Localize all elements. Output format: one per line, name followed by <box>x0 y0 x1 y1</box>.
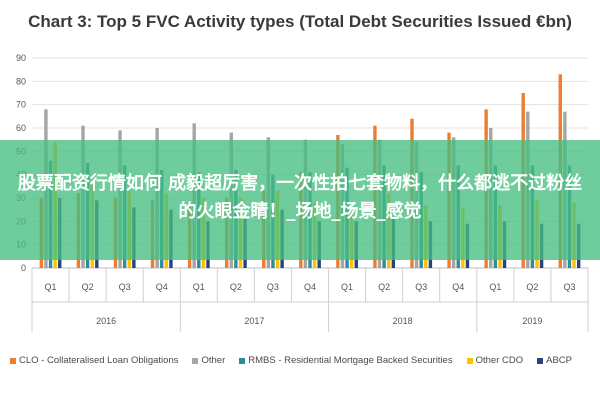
legend-label: RMBS - Residential Mortgage Backed Secur… <box>248 355 453 366</box>
legend-swatch <box>192 357 199 364</box>
legend-item: RMBS - Residential Mortgage Backed Secur… <box>239 355 453 366</box>
x-tick-label: Q1 <box>489 282 501 292</box>
chart-title: Chart 3: Top 5 FVC Activity types (Total… <box>28 12 572 31</box>
x-tick-label: Q2 <box>378 282 390 292</box>
overlay-banner-text: 股票配资行情如何 成毅超厉害，一次性拍七套物料，什么都逃不过粉丝的火眼金睛！_场… <box>17 173 583 222</box>
x-tick-label: Q1 <box>193 282 205 292</box>
legend-item: Other CDO <box>466 355 524 366</box>
year-label: 2017 <box>244 316 264 326</box>
legend-label: CLO - Collateralised Loan Obligations <box>19 355 179 366</box>
x-tick-label: Q4 <box>452 282 464 292</box>
y-tick-label: 80 <box>16 76 26 86</box>
legend-item: CLO - Collateralised Loan Obligations <box>10 355 178 366</box>
year-label: 2018 <box>393 316 413 326</box>
legend: CLO - Collateralised Loan Obligations Oth… <box>10 355 595 366</box>
overlay-banner: 股票配资行情如何 成毅超厉害，一次性拍七套物料，什么都逃不过粉丝的火眼金睛！_场… <box>0 140 600 260</box>
x-tick-label: Q3 <box>267 282 279 292</box>
year-label: 2019 <box>522 316 542 326</box>
x-tick-label: Q4 <box>304 282 316 292</box>
legend-label: ABCP <box>546 355 572 366</box>
x-tick-label: Q3 <box>415 282 427 292</box>
legend-swatch <box>239 357 246 364</box>
y-tick-label: 60 <box>16 123 26 133</box>
legend-label: Other CDO <box>475 355 524 366</box>
x-tick-label: Q1 <box>341 282 353 292</box>
legend-item: ABCP <box>537 355 572 366</box>
x-tick-label: Q2 <box>526 282 538 292</box>
x-tick-label: Q2 <box>230 282 242 292</box>
y-tick-label: 90 <box>16 53 26 63</box>
year-label: 2016 <box>96 316 116 326</box>
legend-label: Other <box>201 355 226 366</box>
x-tick-label: Q2 <box>82 282 94 292</box>
x-tick-label: Q3 <box>563 282 575 292</box>
y-tick-label: 70 <box>16 100 26 110</box>
legend-swatch <box>466 357 473 364</box>
y-tick-label: 0 <box>21 263 26 273</box>
legend-item: Other <box>192 355 225 366</box>
legend-swatch <box>10 357 16 364</box>
legend-swatch <box>537 357 544 364</box>
x-tick-label: Q1 <box>45 282 57 292</box>
x-tick-label: Q3 <box>119 282 131 292</box>
x-tick-label: Q4 <box>156 282 168 292</box>
